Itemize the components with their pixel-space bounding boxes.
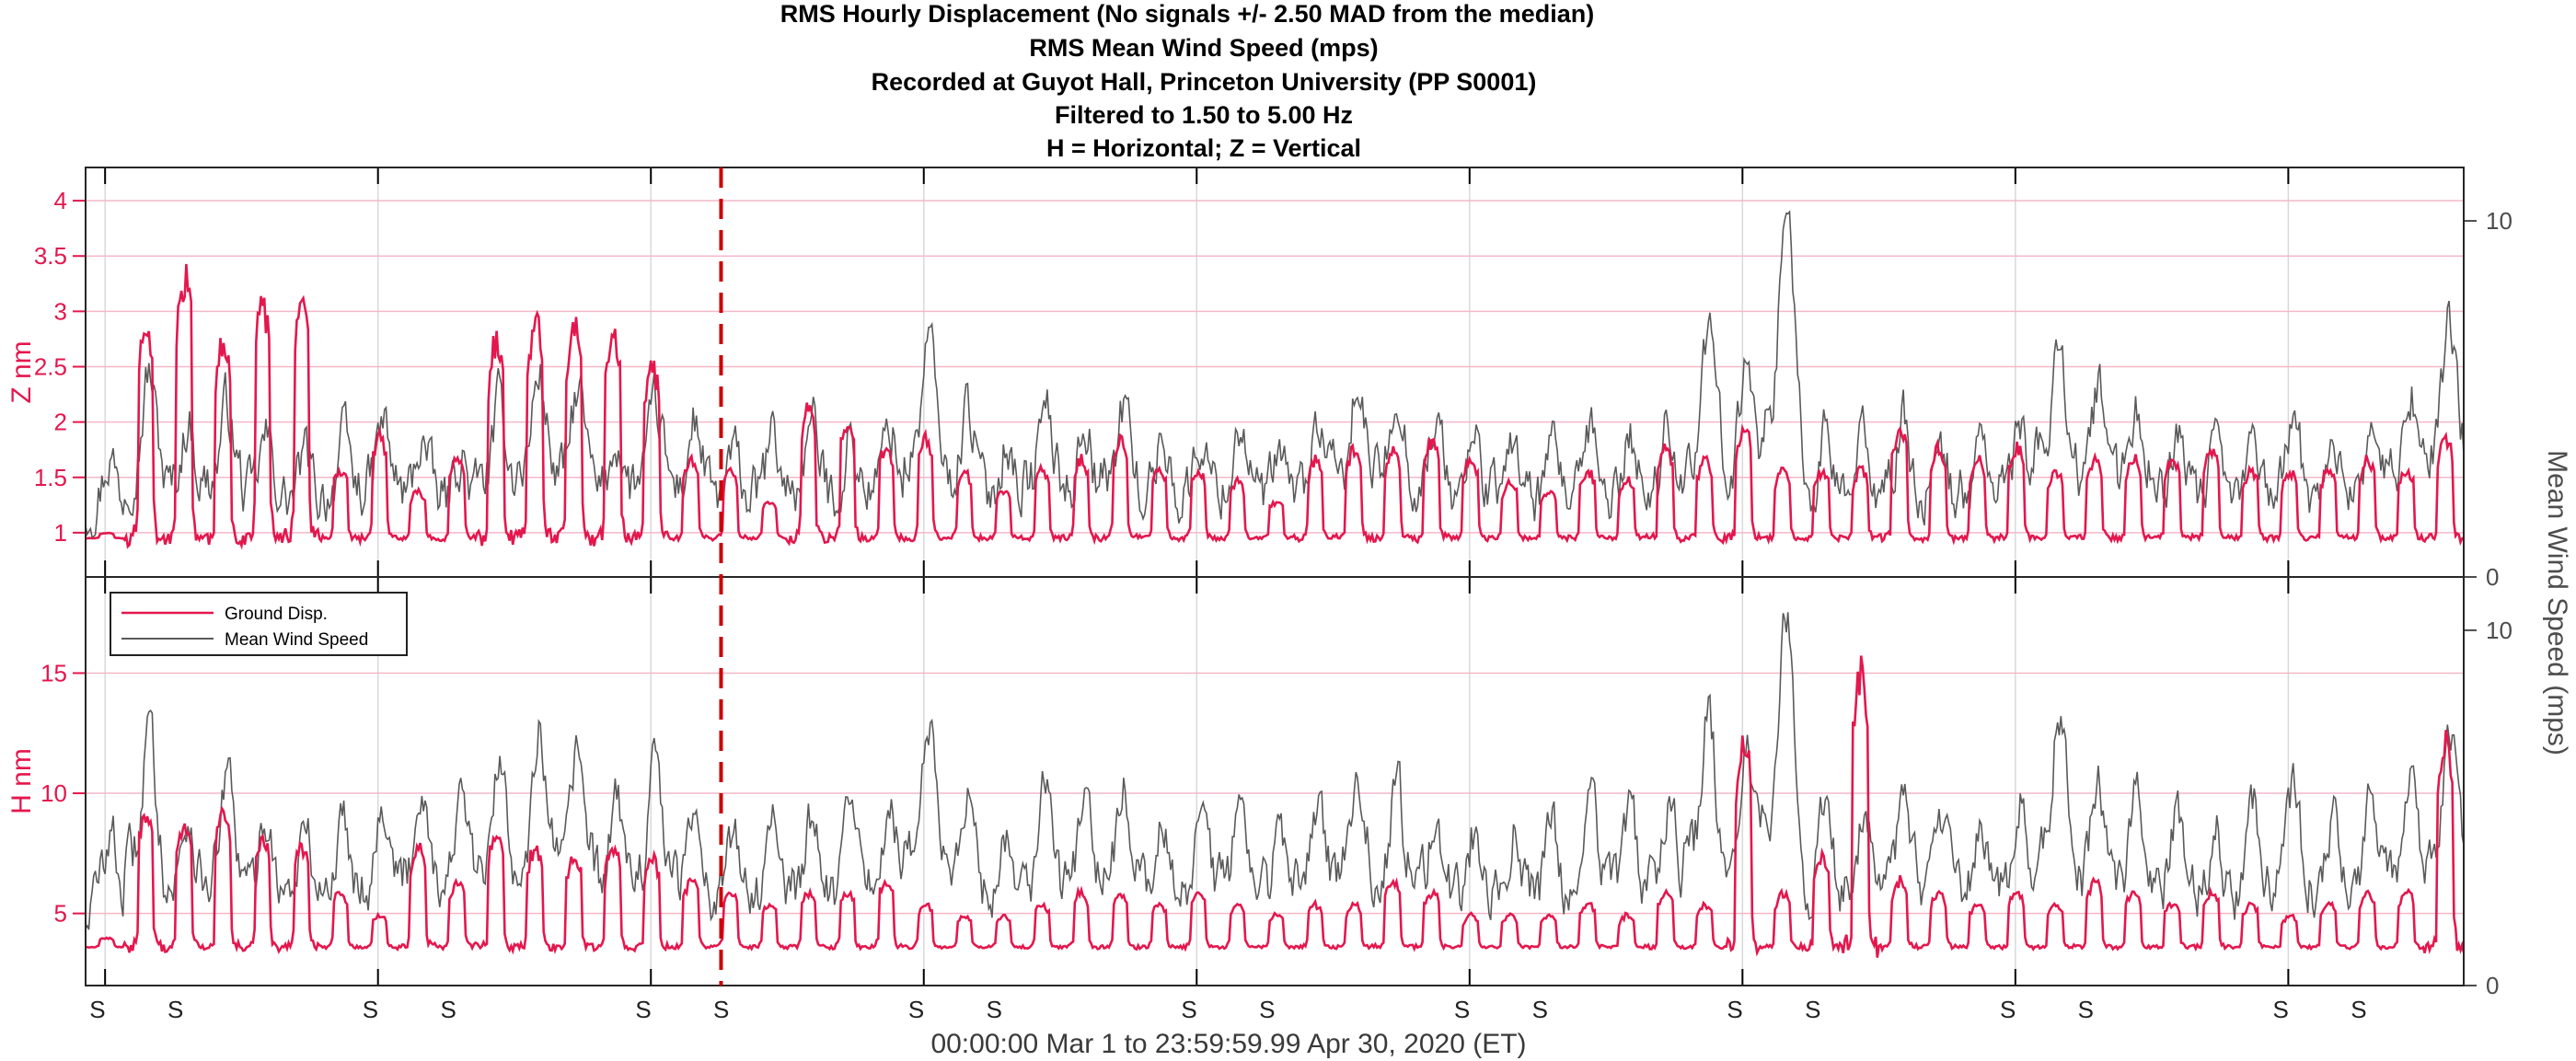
y-tick-label: 5	[54, 900, 67, 928]
sunday-label: S	[635, 996, 651, 1023]
wind-series-line	[85, 612, 2465, 930]
axes-frame	[85, 167, 2465, 578]
sunday-label: S	[363, 996, 378, 1023]
y2-tick-label: 0	[2486, 972, 2499, 999]
y-axis-label: H nm	[6, 748, 37, 814]
y-tick-label: 15	[40, 659, 67, 686]
title-line-2: RMS Mean Wind Speed (mps)	[1029, 34, 1378, 62]
z-panel: 1 1.5 2 2.5 3 3.5 4 0 10 Z nm	[6, 167, 2512, 591]
sunday-label: S	[167, 996, 183, 1023]
sunday-label: S	[2078, 996, 2094, 1023]
sunday-label: S	[1181, 996, 1196, 1023]
sunday-label: S	[441, 996, 456, 1023]
title-line-3: Recorded at Guyot Hall, Princeton Univer…	[872, 68, 1537, 96]
wind-series-line	[85, 210, 2465, 539]
y-tick-label: 2.5	[34, 352, 67, 380]
sunday-label: S	[89, 996, 105, 1023]
title-line-5: H = Horizontal; Z = Vertical	[1046, 134, 1361, 162]
sunday-label: S	[2351, 996, 2366, 1023]
axes-frame	[85, 576, 2465, 986]
x-axis-label: 00:00:00 Mar 1 to 23:59:59.99 Apr 30, 20…	[930, 1029, 1526, 1059]
y-tick-label: 3.5	[34, 242, 67, 270]
sunday-label: S	[908, 996, 924, 1023]
sunday-label: S	[713, 996, 729, 1023]
disp-series-line	[85, 655, 2466, 958]
sunday-label: S	[1727, 996, 1742, 1023]
sunday-label: S	[2272, 996, 2288, 1023]
title-block: RMS Hourly Displacement (No signals +/- …	[780, 0, 1594, 162]
y2-tick-label: 10	[2486, 207, 2512, 235]
y-tick-label: 2	[54, 409, 67, 436]
legend: Ground Disp. Mean Wind Speed	[110, 592, 408, 656]
legend-wind-label: Mean Wind Speed	[225, 630, 368, 650]
title-line-4: Filtered to 1.50 to 5.00 Hz	[1055, 101, 1353, 129]
sunday-label: S	[1805, 996, 1820, 1023]
y-tick-label: 10	[40, 779, 67, 807]
y2-tick-label: 10	[2486, 617, 2512, 644]
sunday-label: S	[987, 996, 1002, 1023]
y-tick-label: 4	[54, 187, 67, 214]
sunday-label: S	[1454, 996, 1470, 1023]
right-axis-label: Mean Wind Speed (mps)	[2542, 450, 2572, 755]
disp-series-line	[85, 263, 2465, 550]
y-axis-label: Z nm	[6, 340, 37, 403]
sunday-label: S	[1259, 996, 1275, 1023]
sunday-label: S	[2000, 996, 2016, 1023]
title-line-1: RMS Hourly Displacement (No signals +/- …	[780, 0, 1594, 28]
y-tick-label: 1.5	[34, 464, 67, 491]
y-tick-label: 3	[54, 297, 67, 325]
legend-box	[110, 592, 408, 656]
y2-tick-label: 0	[2486, 563, 2499, 591]
legend-disp-label: Ground Disp.	[225, 605, 328, 624]
y-tick-label: 1	[54, 519, 67, 547]
sunday-label: S	[1532, 996, 1548, 1023]
